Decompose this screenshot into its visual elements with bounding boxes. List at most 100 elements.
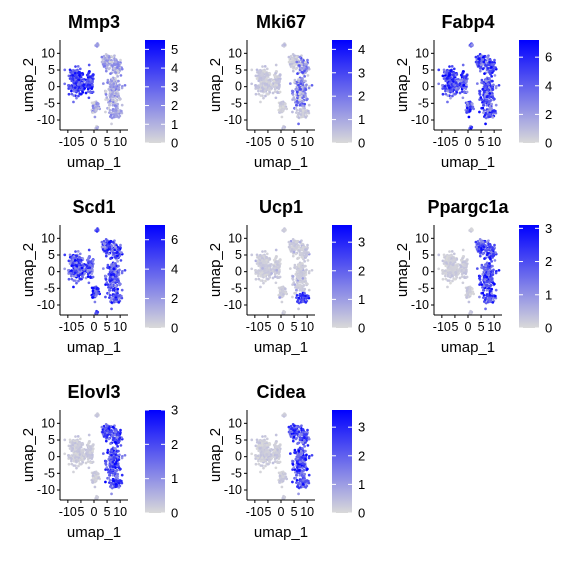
cell-point xyxy=(298,283,301,287)
cell-point xyxy=(257,264,261,268)
cell-point xyxy=(304,273,308,276)
cell-point xyxy=(301,298,305,301)
cell-point xyxy=(304,248,307,251)
cell-point xyxy=(257,92,261,96)
cell-point xyxy=(485,90,489,94)
cell-point xyxy=(281,290,285,294)
y-tick-label: 5 xyxy=(235,248,242,262)
cell-point xyxy=(111,275,115,279)
cell-point xyxy=(306,97,309,101)
cell-point xyxy=(75,76,78,80)
cell-point xyxy=(291,69,295,73)
x-tick-label: 5 xyxy=(104,135,111,149)
cell-point xyxy=(307,109,310,113)
cell-point xyxy=(274,63,278,67)
cell-point xyxy=(461,257,464,260)
cell-point xyxy=(88,266,92,270)
x-tick-label: 10 xyxy=(113,320,127,334)
cell-point xyxy=(72,94,76,97)
cell-point xyxy=(67,277,71,281)
cell-point xyxy=(477,242,481,246)
colorbar-tick-label: 3 xyxy=(171,79,178,94)
cell-point xyxy=(482,60,486,64)
cell-point xyxy=(89,91,92,94)
cell-point xyxy=(71,77,75,80)
cell-point xyxy=(117,79,120,83)
cell-point xyxy=(446,285,449,289)
cell-point xyxy=(83,87,87,90)
cell-point xyxy=(88,268,92,272)
cell-point xyxy=(304,264,307,268)
cell-point xyxy=(299,82,303,86)
cell-point xyxy=(96,310,100,314)
cell-point xyxy=(306,243,309,247)
cell-point xyxy=(106,424,109,428)
cell-point xyxy=(477,57,481,61)
cell-point xyxy=(87,466,91,470)
cell-point xyxy=(75,254,78,258)
cell-point xyxy=(262,261,265,265)
cell-point xyxy=(462,83,466,87)
cell-point xyxy=(78,71,81,75)
cell-point xyxy=(455,90,459,94)
cell-point xyxy=(488,92,492,95)
cell-point xyxy=(301,277,305,280)
cell-point xyxy=(470,310,474,314)
cell-point xyxy=(270,272,274,275)
cell-point xyxy=(276,276,279,279)
cell-point xyxy=(111,98,114,102)
cell-point xyxy=(70,92,74,96)
cell-point xyxy=(484,79,488,83)
cell-point xyxy=(114,298,118,301)
colorbar-tick-label: 4 xyxy=(358,42,365,57)
cell-point xyxy=(74,452,77,455)
cell-point xyxy=(297,264,301,268)
cell-point xyxy=(114,77,117,80)
cell-point xyxy=(103,434,107,438)
cell-point xyxy=(117,109,120,113)
cell-point xyxy=(78,453,82,456)
cell-point xyxy=(475,82,479,85)
cell-point xyxy=(482,103,485,107)
cell-point xyxy=(63,68,67,72)
cell-point xyxy=(117,264,120,268)
cell-point xyxy=(100,240,104,244)
cell-point xyxy=(254,92,258,96)
cell-point xyxy=(488,298,492,301)
cell-point xyxy=(108,293,112,297)
cell-point xyxy=(76,250,80,253)
cell-point xyxy=(74,82,77,85)
cell-point xyxy=(108,245,112,249)
cell-point xyxy=(494,294,497,298)
cell-point xyxy=(89,78,92,81)
cell-point xyxy=(449,96,452,100)
cell-point xyxy=(111,95,115,99)
cell-point xyxy=(481,272,485,276)
cell-point xyxy=(71,71,75,75)
colorbar-tick-label: 0 xyxy=(171,136,178,151)
panel-title: Elovl3 xyxy=(67,382,120,402)
cell-point xyxy=(293,263,297,267)
cell-point xyxy=(297,60,301,64)
panel-title: Scd1 xyxy=(72,197,115,217)
cell-point xyxy=(73,74,77,77)
x-tick-label: 5 xyxy=(291,135,298,149)
cell-point xyxy=(468,108,472,111)
cell-point xyxy=(101,430,105,434)
cell-point xyxy=(486,67,490,70)
y-tick-label: -10 xyxy=(411,298,429,312)
cell-point xyxy=(283,43,287,47)
cell-point xyxy=(479,65,483,69)
cell-point xyxy=(307,103,311,107)
cell-point xyxy=(281,108,285,111)
cell-point xyxy=(255,68,259,72)
y-tick-label: 5 xyxy=(48,63,55,77)
cell-point xyxy=(293,239,296,243)
cell-point xyxy=(289,54,293,58)
cell-point xyxy=(67,92,71,96)
cell-point xyxy=(273,275,277,278)
cell-point xyxy=(110,122,113,126)
cell-point xyxy=(295,293,299,297)
